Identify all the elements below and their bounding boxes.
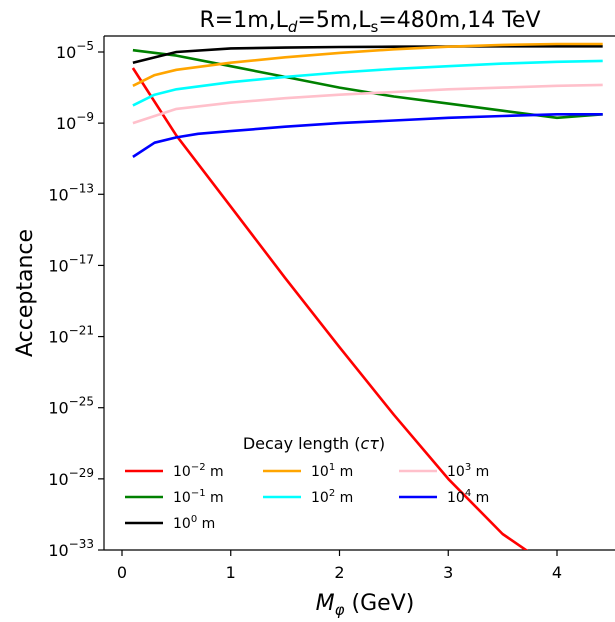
legend-label: 10−1 m [173, 488, 224, 506]
y-tick-base: 10 [48, 328, 68, 347]
series-line [131, 67, 529, 550]
y-tick-base: 10 [48, 470, 68, 489]
y-tick-exponent: −33 [69, 537, 94, 551]
legend-label-exponent: −2 [191, 462, 206, 473]
x-axis-title-main: M [316, 591, 335, 616]
legend-label-unit: m [471, 490, 489, 506]
legend-label-unit: m [197, 516, 215, 532]
y-tick-base: 10 [56, 43, 76, 62]
legend-label: 103 m [447, 462, 489, 480]
series-line [132, 59, 603, 107]
y-tick-label: 10−9 [56, 110, 94, 133]
legend-title-a: Decay length ( [243, 434, 361, 453]
y-tick-base: 10 [48, 541, 68, 560]
legend-label: 100 m [173, 514, 215, 532]
legend-label-unit: m [206, 490, 224, 506]
legend-label-base: 10 [173, 464, 191, 480]
series-line [132, 44, 603, 64]
legend-label-exponent: 0 [191, 514, 197, 525]
y-tick-label: 10−5 [56, 39, 94, 62]
legend-title: Decay length (cτ) [243, 434, 385, 453]
y-tick-exponent: −9 [76, 110, 94, 124]
x-axis-title: Mφ (GeV) [316, 591, 415, 619]
legend-title-b: cτ [360, 434, 379, 453]
legend-label: 104 m [447, 488, 489, 506]
chart-title: R=1m,Ld=5m,Ls=480m,14 TeV [199, 8, 540, 36]
y-tick-base: 10 [48, 185, 68, 204]
series-line [132, 42, 603, 87]
legend-label-base: 10 [311, 464, 329, 480]
legend-label-unit: m [206, 464, 224, 480]
x-tick-label: 0 [117, 563, 127, 582]
title-part-5: =480m,14 TeV [378, 8, 540, 33]
x-tick-label: 1 [226, 563, 236, 582]
legend-label-base: 10 [311, 490, 329, 506]
y-tick-exponent: −13 [69, 181, 94, 195]
series-lines [131, 42, 603, 550]
legend-label-base: 10 [447, 490, 465, 506]
y-tick-label: 10−17 [48, 252, 94, 275]
legend-label: 102 m [311, 488, 353, 506]
y-tick-label: 10−25 [48, 395, 94, 418]
legend-title-c: ) [379, 434, 385, 453]
legend-label-unit: m [471, 464, 489, 480]
x-tick-label: 3 [443, 563, 453, 582]
x-tick-label: 2 [334, 563, 344, 582]
x-axis-title-rest: (GeV) [345, 591, 415, 616]
legend-label-exponent: 2 [329, 488, 335, 499]
y-tick-label: 10−33 [48, 537, 94, 560]
legend-label: 10−2 m [173, 462, 224, 480]
y-tick-label: 10−29 [48, 466, 94, 489]
y-tick-base: 10 [48, 399, 68, 418]
legend-label-base: 10 [447, 464, 465, 480]
legend-label-exponent: 3 [465, 462, 471, 473]
title-sub-s: s [371, 18, 379, 36]
series-line [132, 83, 603, 125]
title-part-1: R=1m,L [199, 8, 288, 33]
series-line [132, 113, 603, 158]
y-axis-title: Acceptance [13, 229, 38, 357]
y-tick-exponent: −17 [69, 252, 94, 266]
y-tick-base: 10 [48, 256, 68, 275]
x-axis-title-sub: φ [335, 601, 345, 619]
y-tick-exponent: −21 [69, 324, 94, 338]
legend-label: 101 m [311, 462, 353, 480]
y-tick-label: 10−21 [48, 324, 94, 347]
legend-label-exponent: −1 [191, 488, 206, 499]
y-tick-base: 10 [56, 114, 76, 133]
legend-label-unit: m [335, 464, 353, 480]
legend-label-base: 10 [173, 516, 191, 532]
series-line [132, 48, 603, 120]
y-tick-label: 10−13 [48, 181, 94, 204]
title-part-3: =5m,L [297, 8, 371, 33]
legend-label-base: 10 [173, 490, 191, 506]
legend-label-exponent: 1 [329, 462, 335, 473]
x-tick-label: 4 [552, 563, 562, 582]
y-tick-exponent: −29 [69, 466, 94, 480]
legend-label-unit: m [335, 490, 353, 506]
legend-label-exponent: 4 [465, 488, 471, 499]
y-tick-exponent: −5 [76, 39, 94, 53]
y-tick-exponent: −25 [69, 395, 94, 409]
x-axis-ticks: 0 1 2 3 4 [117, 550, 562, 582]
title-sub-d: d [288, 18, 298, 36]
